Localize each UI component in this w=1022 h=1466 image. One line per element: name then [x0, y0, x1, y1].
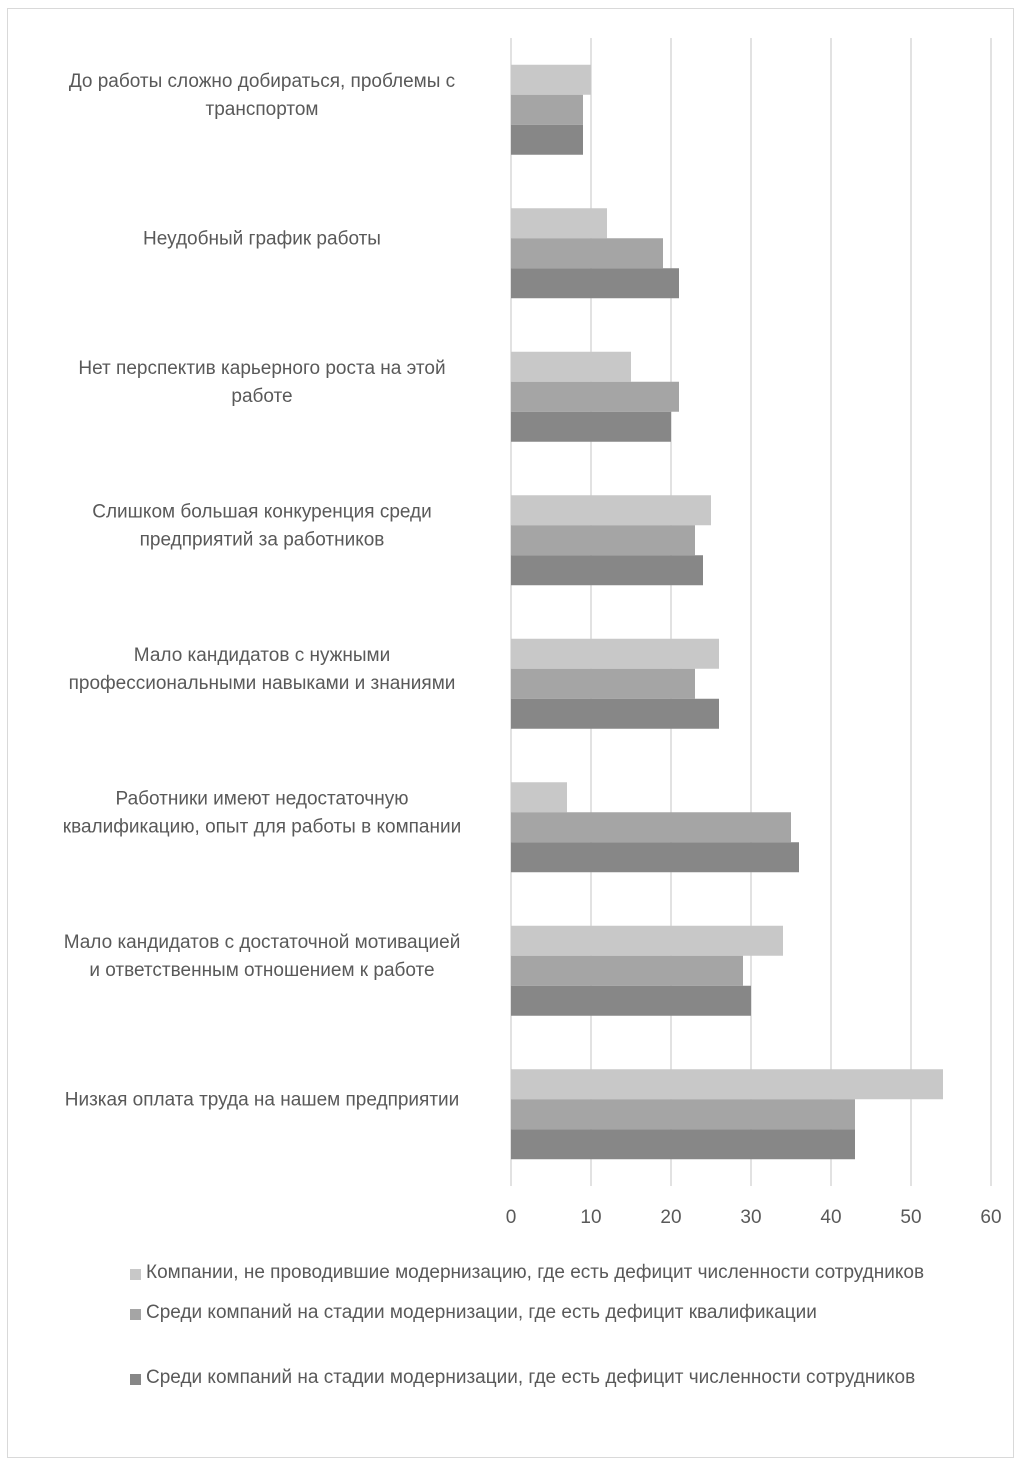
legend-item: Компании, не проводившие модернизацию, г…	[130, 1258, 990, 1288]
bar	[511, 842, 799, 873]
legend-swatch	[130, 1309, 141, 1320]
category-label: Нет перспектив карьерного роста на этой р…	[78, 358, 445, 407]
legend-item: Среди компаний на стадии модернизации, г…	[130, 1298, 990, 1328]
x-tick-label: 30	[740, 1207, 761, 1228]
x-tick-label: 40	[820, 1207, 841, 1228]
legend-label: Среди компаний на стадии модернизации, г…	[146, 1367, 916, 1388]
bar	[511, 668, 695, 699]
x-tick-label: 10	[580, 1207, 601, 1228]
bar	[511, 381, 679, 412]
bar	[511, 94, 583, 125]
legend-label: Среди компаний на стадии модернизации, г…	[146, 1302, 817, 1323]
legend-swatch	[130, 1374, 141, 1385]
legend-swatch	[130, 1269, 141, 1280]
category-label: Работники имеют недостаточную квалификаци…	[63, 788, 461, 837]
bar	[511, 812, 791, 843]
bar	[511, 955, 743, 986]
bar	[511, 782, 567, 813]
legend-item: Среди компаний на стадии модернизации, г…	[130, 1363, 990, 1393]
bar	[511, 268, 679, 299]
bar	[511, 1129, 855, 1160]
x-tick-label: 50	[900, 1207, 921, 1228]
category-label: Низкая оплата труда на нашем предприятии	[65, 1089, 460, 1110]
bar	[511, 208, 607, 239]
bar	[511, 495, 711, 526]
bar	[511, 698, 719, 729]
legend-label: Компании, не проводившие модернизацию, г…	[146, 1262, 925, 1283]
category-label: Мало кандидатов с нужными профессиональны…	[69, 645, 456, 694]
category-label: Мало кандидатов с достаточной мотивацией…	[64, 932, 461, 981]
x-tick-label: 60	[980, 1207, 1001, 1228]
bar	[511, 925, 783, 956]
bar	[511, 525, 695, 556]
bar	[511, 638, 719, 669]
bar	[511, 555, 703, 586]
category-label: Неудобный график работы	[143, 228, 381, 249]
bar	[511, 985, 751, 1016]
legend: Компании, не проводившие модернизацию, г…	[130, 1258, 990, 1393]
bar	[511, 1069, 943, 1100]
bar	[511, 411, 671, 442]
bar	[511, 64, 591, 95]
x-tick-label: 0	[506, 1207, 517, 1228]
bar	[511, 351, 631, 382]
bar	[511, 1099, 855, 1130]
bar	[511, 238, 663, 269]
bar	[511, 124, 583, 155]
x-tick-label: 20	[660, 1207, 681, 1228]
category-label: Слишком большая конкуренция среди предпри…	[92, 501, 432, 550]
